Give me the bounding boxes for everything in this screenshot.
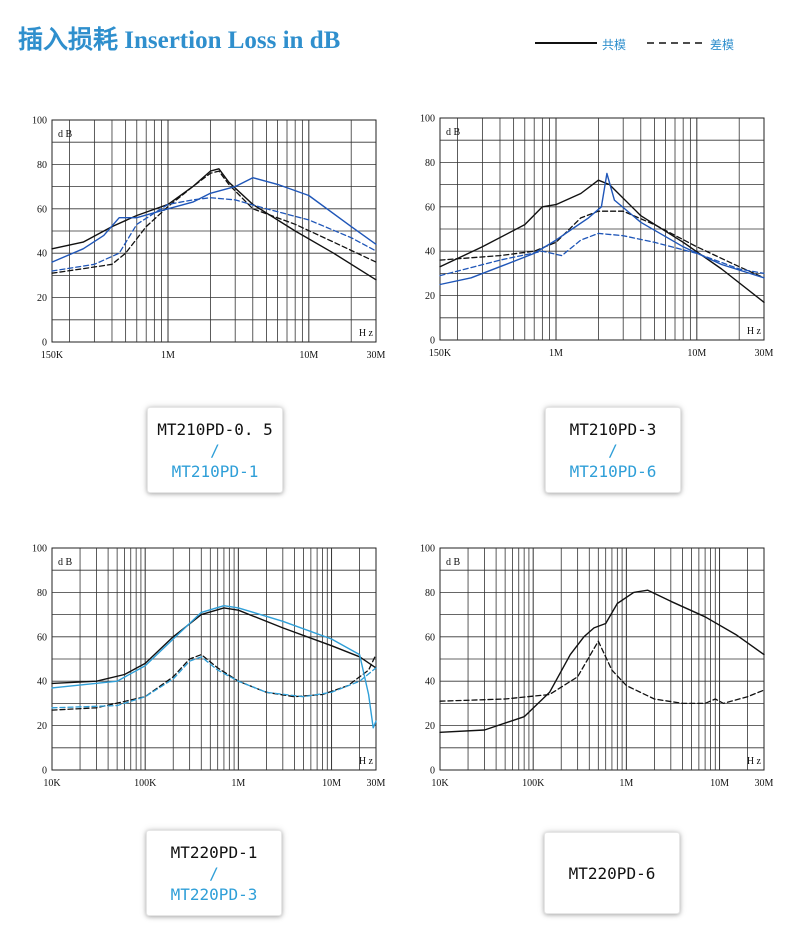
y-tick-label: 100 (32, 116, 47, 127)
model-name-primary: MT210PD-3 (569, 419, 657, 439)
model-name-separator: / (209, 863, 219, 883)
series-line-black-solid (51, 607, 377, 685)
series-line-light_blue-solid (51, 605, 377, 729)
y-tick-label: 60 (37, 632, 47, 643)
legend-dashed-line-swatch (647, 42, 705, 44)
y-tick-label: 0 (430, 336, 435, 347)
legend-solid-line-swatch (535, 42, 597, 44)
y-tick-label: 0 (42, 338, 47, 349)
series-line-blue-dashed (51, 197, 377, 272)
model-name-secondary: MT210PD-1 (171, 461, 259, 481)
x-unit-label: H z (359, 756, 374, 767)
y-tick-label: 60 (425, 632, 435, 643)
x-tick-label: 1M (161, 350, 175, 361)
y-tick-label: 100 (420, 544, 435, 555)
y-unit-label: d B (58, 129, 73, 140)
x-tick-label: 1M (619, 778, 633, 789)
y-tick-label: 40 (37, 677, 47, 688)
x-tick-label: 1M (231, 778, 245, 789)
y-unit-label: d B (58, 557, 73, 568)
chart-mt220pd-6: 0 20 40 60 80 100 10K 100K 1M 10M 30M d B H z (420, 544, 774, 790)
x-tick-label: 10K (431, 778, 449, 789)
model-name-primary: MT220PD-6 (568, 863, 656, 883)
model-name-secondary: MT210PD-6 (569, 461, 657, 481)
x-tick-label: 10M (322, 778, 341, 789)
y-tick-label: 80 (37, 588, 47, 599)
y-unit-label: d B (446, 127, 461, 138)
y-tick-label: 20 (425, 721, 435, 732)
x-tick-label: 150K (41, 350, 64, 361)
y-tick-label: 40 (425, 677, 435, 688)
series-line-light_blue-dashed (51, 656, 377, 709)
legend-label-differential-mode: 差模 (710, 38, 735, 52)
y-unit-label: d B (446, 557, 461, 568)
series-line-black-dashed (51, 170, 377, 274)
legend-label-common-mode: 共模 (602, 38, 627, 52)
series-line-black-solid (439, 179, 765, 303)
grid (440, 118, 764, 340)
x-tick-label: 30M (755, 778, 774, 789)
x-tick-label: 150K (429, 348, 452, 359)
series-line-black-dashed (439, 640, 765, 705)
x-unit-label: H z (747, 326, 762, 337)
y-tick-label: 0 (430, 766, 435, 777)
x-tick-label: 10K (43, 778, 61, 789)
chart-mt220pd-1-3: 0 20 40 60 80 100 10K 100K 1M 10M 30M d B H z (32, 544, 386, 790)
grid (440, 548, 764, 770)
x-tick-label: 1M (549, 348, 563, 359)
y-tick-label: 40 (37, 249, 47, 260)
series-line-blue-dashed (439, 232, 765, 277)
x-tick-label: 30M (367, 350, 386, 361)
model-box-mt220pd-1-3: MT220PD-1 / MT220PD-3 (146, 830, 282, 916)
model-name-primary: MT220PD-1 (170, 842, 258, 862)
model-box-mt220pd-6: MT220PD-6 (544, 832, 680, 914)
grid (52, 120, 376, 342)
model-name-separator: / (210, 440, 220, 460)
page-title: 插入损耗 Insertion Loss in dB (18, 27, 341, 54)
y-tick-label: 20 (37, 293, 47, 304)
series-line-black-dashed (439, 210, 765, 279)
x-tick-label: 30M (755, 348, 774, 359)
model-name-secondary: MT220PD-3 (170, 884, 258, 904)
y-tick-label: 0 (42, 766, 47, 777)
x-tick-label: 10M (299, 350, 318, 361)
x-tick-label: 30M (367, 778, 386, 789)
legend-common-mode: 共模 (535, 36, 645, 54)
grid (52, 548, 376, 770)
chart-mt210pd-0-5-1: 0 20 40 60 80 100 150K 1M 10M 30M d B H z (32, 116, 386, 362)
series-line-blue-solid (439, 172, 765, 286)
x-unit-label: H z (747, 756, 762, 767)
model-box-mt210pd-0-5-1: MT210PD-0. 5 / MT210PD-1 (147, 407, 283, 493)
model-box-mt210pd-3-6: MT210PD-3 / MT210PD-6 (545, 407, 681, 493)
y-tick-label: 60 (37, 204, 47, 215)
legend: 共模 差模 (535, 36, 785, 54)
y-tick-label: 60 (425, 202, 435, 213)
x-tick-label: 10M (687, 348, 706, 359)
y-tick-label: 20 (425, 291, 435, 302)
x-unit-label: H z (359, 328, 374, 339)
series-line-black-solid (439, 589, 765, 733)
x-tick-label: 100K (522, 778, 545, 789)
legend-differential-mode: 差模 (647, 36, 767, 54)
y-tick-label: 100 (420, 114, 435, 125)
y-tick-label: 80 (425, 158, 435, 169)
chart-mt210pd-3-6: 0 20 40 60 80 100 150K 1M 10M 30M d B H z (420, 114, 774, 360)
y-tick-label: 40 (425, 247, 435, 258)
x-tick-label: 10M (710, 778, 729, 789)
model-name-separator: / (608, 440, 618, 460)
y-tick-label: 20 (37, 721, 47, 732)
y-tick-label: 100 (32, 544, 47, 555)
y-tick-label: 80 (425, 588, 435, 599)
model-name-primary: MT210PD-0. 5 (157, 419, 273, 439)
x-tick-label: 100K (134, 778, 157, 789)
series-line-blue-solid (51, 177, 377, 263)
y-tick-label: 80 (37, 160, 47, 171)
